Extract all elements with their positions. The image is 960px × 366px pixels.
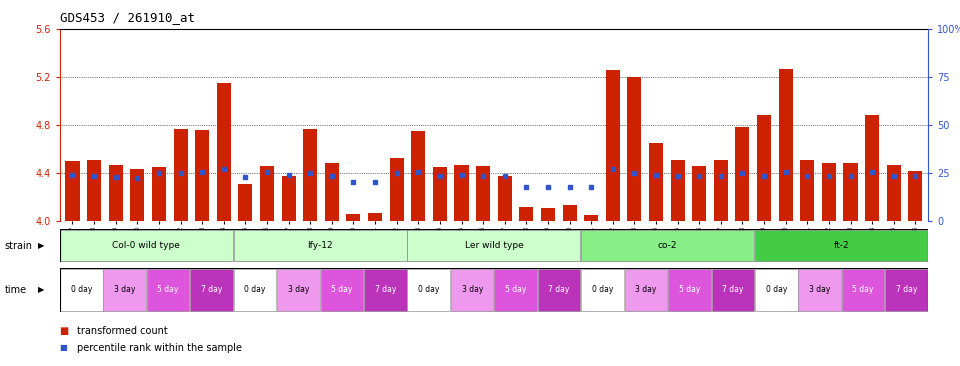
Bar xyxy=(152,167,166,221)
Bar xyxy=(303,129,317,221)
Bar xyxy=(324,163,339,221)
Text: 3 day: 3 day xyxy=(462,285,483,294)
Bar xyxy=(668,269,710,311)
Bar xyxy=(692,166,707,221)
Bar xyxy=(519,207,534,221)
Bar xyxy=(60,230,233,261)
Bar xyxy=(735,127,750,221)
Bar xyxy=(799,269,841,311)
Text: 7 day: 7 day xyxy=(548,285,570,294)
Bar xyxy=(581,230,755,261)
Bar xyxy=(147,269,189,311)
Bar xyxy=(494,269,537,311)
Bar xyxy=(757,115,771,221)
Bar xyxy=(364,269,407,311)
Bar xyxy=(321,269,363,311)
Bar xyxy=(779,69,793,221)
Text: 3 day: 3 day xyxy=(636,285,657,294)
Bar xyxy=(908,171,923,221)
Bar xyxy=(407,269,450,311)
Bar xyxy=(885,269,928,311)
Text: ▶: ▶ xyxy=(38,241,45,250)
Bar xyxy=(104,269,146,311)
Text: transformed count: transformed count xyxy=(77,326,168,336)
Text: Ler wild type: Ler wild type xyxy=(465,241,523,250)
Bar xyxy=(822,163,836,221)
Bar xyxy=(281,176,296,221)
Bar xyxy=(755,230,928,261)
Bar xyxy=(538,269,581,311)
Text: ■: ■ xyxy=(60,343,67,352)
Text: 0 day: 0 day xyxy=(244,285,266,294)
Bar xyxy=(195,130,209,221)
Text: 7 day: 7 day xyxy=(201,285,223,294)
Bar xyxy=(714,160,728,221)
Text: 5 day: 5 day xyxy=(331,285,352,294)
Bar xyxy=(606,70,620,221)
Bar xyxy=(407,230,581,261)
Bar xyxy=(497,176,512,221)
Bar xyxy=(454,165,468,221)
Bar xyxy=(190,269,233,311)
Bar xyxy=(390,158,404,221)
Bar xyxy=(842,269,884,311)
Bar xyxy=(433,167,447,221)
Bar xyxy=(540,208,555,221)
Text: Col-0 wild type: Col-0 wild type xyxy=(112,241,180,250)
Bar xyxy=(584,216,598,221)
Bar xyxy=(108,165,123,221)
Bar xyxy=(844,163,857,221)
Bar xyxy=(277,269,320,311)
Bar xyxy=(233,230,407,261)
Text: lfy-12: lfy-12 xyxy=(307,241,333,250)
Text: co-2: co-2 xyxy=(658,241,678,250)
Bar xyxy=(711,269,755,311)
Text: 0 day: 0 day xyxy=(765,285,787,294)
Bar xyxy=(671,160,684,221)
Text: ▶: ▶ xyxy=(38,285,45,294)
Bar xyxy=(451,269,493,311)
Text: 0 day: 0 day xyxy=(591,285,613,294)
Text: 7 day: 7 day xyxy=(722,285,744,294)
Bar xyxy=(238,184,252,221)
Text: GDS453 / 261910_at: GDS453 / 261910_at xyxy=(60,11,195,24)
Bar xyxy=(649,143,663,221)
Text: time: time xyxy=(5,285,27,295)
Bar xyxy=(563,205,577,221)
Text: 3 day: 3 day xyxy=(114,285,135,294)
Text: ft-2: ft-2 xyxy=(833,241,850,250)
Bar xyxy=(755,269,798,311)
Bar xyxy=(131,169,144,221)
Text: 5 day: 5 day xyxy=(157,285,179,294)
Text: 0 day: 0 day xyxy=(70,285,92,294)
Text: ■: ■ xyxy=(60,326,69,336)
Text: strain: strain xyxy=(5,240,33,251)
Text: 3 day: 3 day xyxy=(288,285,309,294)
Bar xyxy=(260,166,274,221)
Text: 3 day: 3 day xyxy=(809,285,830,294)
Text: 0 day: 0 day xyxy=(418,285,440,294)
Bar xyxy=(87,160,101,221)
Bar xyxy=(233,269,276,311)
Bar xyxy=(411,131,425,221)
Bar xyxy=(801,160,814,221)
Bar xyxy=(628,77,641,221)
Bar xyxy=(865,115,879,221)
Text: 7 day: 7 day xyxy=(896,285,918,294)
Bar xyxy=(174,129,187,221)
Bar xyxy=(65,161,80,221)
Text: percentile rank within the sample: percentile rank within the sample xyxy=(77,343,242,353)
Bar xyxy=(217,83,230,221)
Bar xyxy=(347,214,360,221)
Text: 7 day: 7 day xyxy=(374,285,396,294)
Bar xyxy=(368,213,382,221)
Bar xyxy=(887,165,900,221)
Bar xyxy=(60,269,103,311)
Text: 5 day: 5 day xyxy=(505,285,526,294)
Text: 5 day: 5 day xyxy=(852,285,874,294)
Bar xyxy=(476,166,491,221)
Bar xyxy=(625,269,667,311)
Bar xyxy=(581,269,624,311)
Text: 5 day: 5 day xyxy=(679,285,700,294)
